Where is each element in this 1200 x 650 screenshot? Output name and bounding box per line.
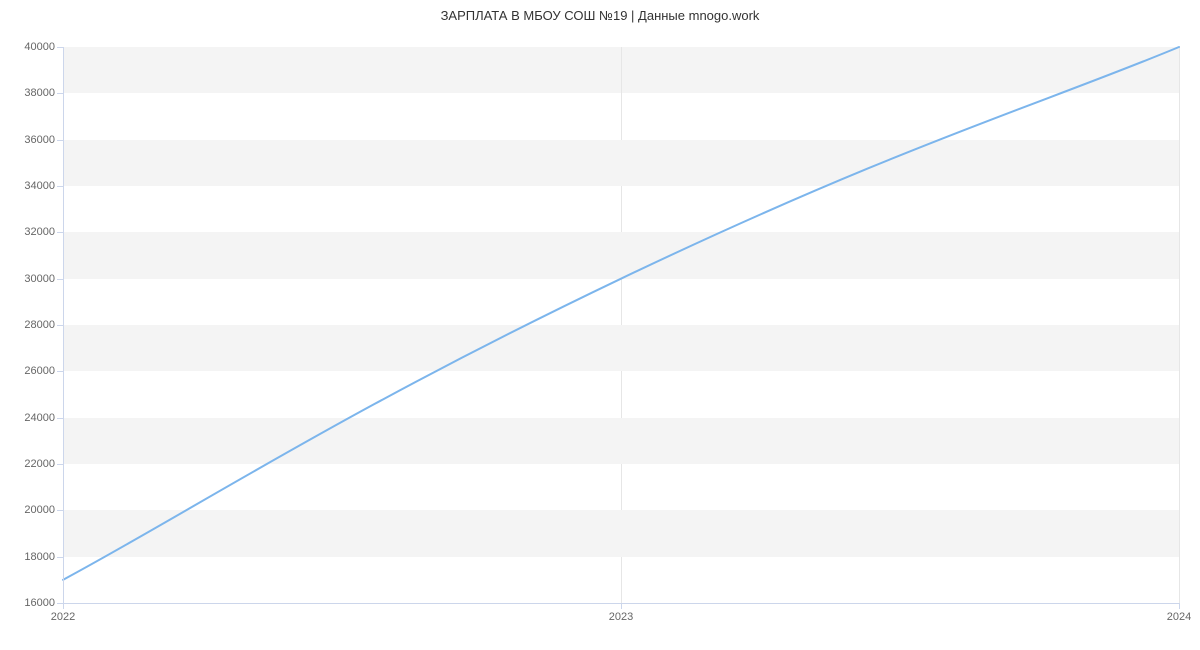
y-tick-label: 22000 (24, 458, 55, 470)
x-axis-line (63, 603, 1179, 604)
y-tick-label: 40000 (24, 41, 55, 53)
y-tick-label: 16000 (24, 597, 55, 609)
y-tick-label: 18000 (24, 551, 55, 563)
y-tick-label: 20000 (24, 504, 55, 516)
y-tick-label: 38000 (24, 87, 55, 99)
y-tick-label: 28000 (24, 319, 55, 331)
chart-title: ЗАРПЛАТА В МБОУ СОШ №19 | Данные mnogo.w… (0, 8, 1200, 23)
line-series (63, 47, 1179, 603)
y-tick-label: 32000 (24, 226, 55, 238)
y-tick-label: 34000 (24, 180, 55, 192)
x-tick-label: 2023 (609, 611, 633, 623)
y-tick-label: 30000 (24, 273, 55, 285)
x-tick-label: 2022 (51, 611, 75, 623)
x-tick-label: 2024 (1167, 611, 1191, 623)
y-tick-label: 36000 (24, 134, 55, 146)
x-tick-mark (1179, 603, 1180, 609)
y-axis-line (63, 47, 64, 603)
series-line (63, 47, 1179, 580)
salary-chart: ЗАРПЛАТА В МБОУ СОШ №19 | Данные mnogo.w… (0, 0, 1200, 650)
y-tick-label: 24000 (24, 412, 55, 424)
x-gridline (1179, 47, 1180, 603)
y-tick-label: 26000 (24, 365, 55, 377)
plot-area: 1600018000200002200024000260002800030000… (63, 47, 1179, 603)
